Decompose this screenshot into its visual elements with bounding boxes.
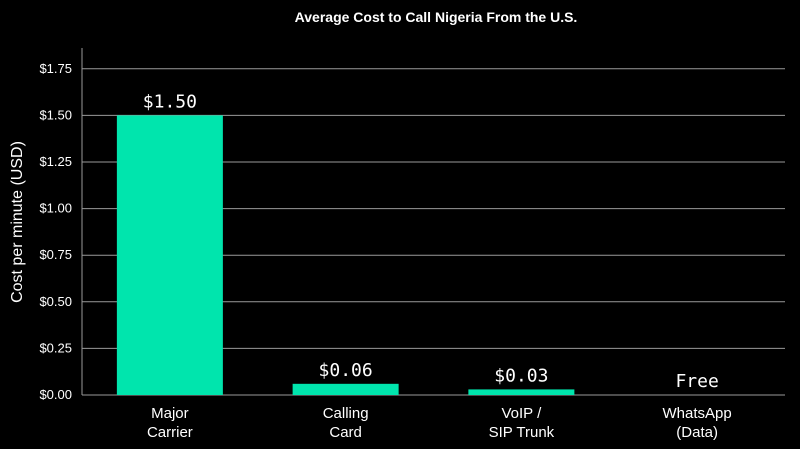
x-tick-label: WhatsApp [663, 405, 732, 422]
x-tick-label: (Data) [676, 424, 718, 441]
bar [116, 115, 223, 396]
x-tick-label: VoIP / [501, 405, 542, 422]
y-tick-label: $0.50 [39, 294, 72, 309]
x-tick-label: Card [329, 424, 362, 441]
data-label: $0.03 [494, 365, 548, 386]
x-tick-label: Major [151, 405, 189, 422]
y-axis-label: Cost per minute (USD) [9, 141, 26, 303]
x-tick-label: Calling [323, 405, 369, 422]
y-tick-label: $0.00 [39, 387, 72, 402]
bar [468, 389, 575, 395]
bar [292, 383, 399, 395]
data-label: $0.06 [319, 360, 373, 381]
data-label: $1.50 [143, 91, 197, 112]
chart-title: Average Cost to Call Nigeria From the U.… [295, 9, 578, 25]
y-tick-label: $0.75 [39, 247, 72, 262]
x-tick-label: SIP Trunk [489, 424, 555, 441]
y-tick-label: $1.25 [39, 154, 72, 169]
y-tick-label: $1.50 [39, 107, 72, 122]
y-tick-label: $1.00 [39, 201, 72, 216]
y-tick-label: $0.25 [39, 340, 72, 355]
data-label: Free [675, 371, 718, 392]
y-tick-label: $1.75 [39, 61, 72, 76]
x-tick-label: Carrier [147, 424, 193, 441]
